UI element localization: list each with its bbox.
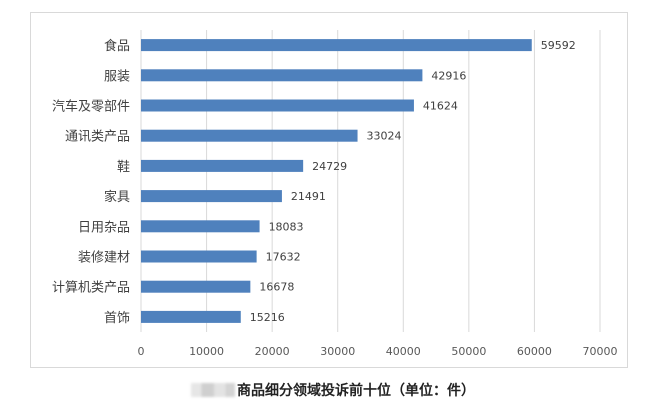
bar — [141, 310, 241, 323]
bar — [141, 99, 414, 112]
bar — [141, 69, 423, 82]
data-label: 42916 — [431, 69, 466, 82]
bar — [141, 159, 304, 172]
bar — [141, 190, 282, 203]
data-label: 24729 — [312, 160, 347, 173]
category-label: 装修建材 — [78, 251, 130, 266]
bar — [141, 220, 260, 233]
x-tick-label: 70000 — [583, 345, 618, 358]
x-tick-label: 20000 — [255, 345, 290, 358]
x-tick-label: 0 — [138, 345, 145, 358]
category-label: 鞋 — [117, 159, 130, 175]
category-label: 通讯类产品 — [65, 130, 130, 145]
category-label: 家具 — [104, 189, 130, 205]
category-label: 食品 — [104, 38, 130, 54]
category-label: 计算机类产品 — [52, 281, 130, 296]
data-label: 15216 — [250, 311, 285, 324]
x-tick-label: 40000 — [386, 345, 421, 358]
data-label: 59592 — [541, 39, 576, 52]
bar — [141, 39, 532, 52]
data-label: 33024 — [367, 130, 402, 143]
category-label: 首饰 — [104, 311, 130, 326]
caption-text: 商品细分领域投诉前十位（单位：件） — [237, 383, 475, 399]
bar — [141, 280, 251, 293]
data-label: 41624 — [423, 100, 458, 113]
category-label: 服装 — [104, 69, 130, 84]
bar — [141, 129, 358, 142]
category-label: 日用杂品 — [78, 220, 130, 235]
x-tick-label: 10000 — [189, 345, 224, 358]
category-label: 汽车及零部件 — [52, 99, 130, 115]
x-tick-label: 30000 — [320, 345, 355, 358]
x-tick-label: 60000 — [517, 345, 552, 358]
data-label: 18083 — [269, 220, 304, 233]
x-tick-label: 50000 — [451, 345, 486, 358]
data-label: 16678 — [259, 281, 294, 294]
data-label: 17632 — [266, 251, 301, 264]
data-label: 21491 — [291, 190, 326, 203]
chart-caption: 商品细分领域投诉前十位（单位：件） — [0, 380, 666, 400]
bar — [141, 250, 257, 263]
blurred-logo-icon — [191, 383, 235, 397]
